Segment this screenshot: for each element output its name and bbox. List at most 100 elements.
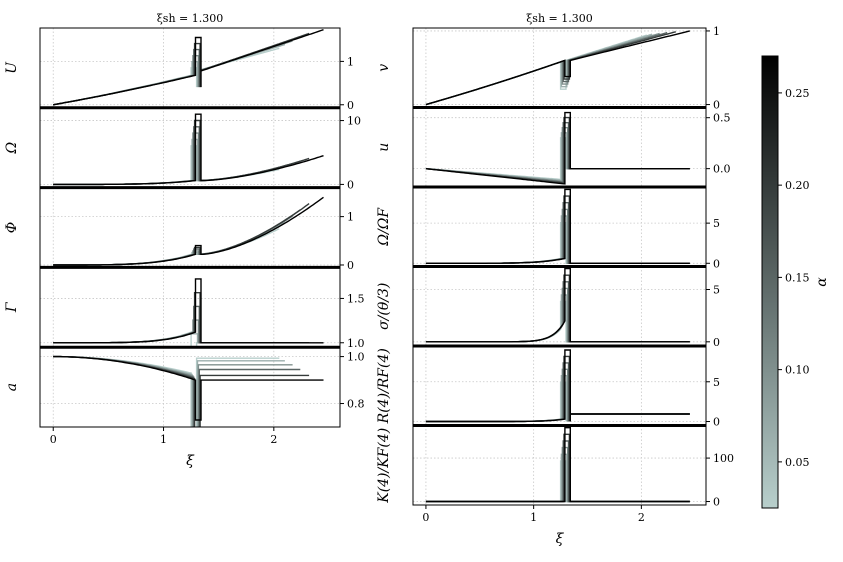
ytick-label: 1 bbox=[347, 211, 354, 224]
panel-ylabel: U bbox=[4, 61, 20, 74]
panel-ylabel: Γ bbox=[4, 301, 20, 313]
panel-ylabel: v bbox=[376, 64, 392, 72]
series-line-alpha-1 bbox=[425, 460, 690, 503]
series-line-alpha-6 bbox=[425, 267, 690, 343]
panel-ylabel: Ω bbox=[4, 142, 20, 155]
series-line-alpha-5 bbox=[425, 195, 690, 264]
xtick-label: 0 bbox=[422, 511, 429, 524]
series-line-alpha-1 bbox=[425, 300, 690, 343]
ytick-label: 5 bbox=[713, 284, 720, 297]
panel-1-1: 0 1 U bbox=[4, 27, 354, 112]
colorbar-tick-label: 0.10 bbox=[785, 364, 810, 377]
panel-2-3: 0 5 Ω/ΩF bbox=[376, 185, 720, 270]
panel-1-3: 0 1 Φ bbox=[4, 186, 354, 272]
colorbar-tick-label: 0.25 bbox=[785, 87, 810, 100]
ytick-label: 5 bbox=[713, 217, 720, 230]
x-axis-label: ξ bbox=[556, 531, 565, 547]
panel-ylabel: Φ bbox=[4, 222, 20, 233]
series-line-alpha-6 bbox=[53, 278, 324, 344]
panel-1-4: 1.0 1.5 Γ bbox=[4, 265, 365, 350]
colorbar-tick-label: 0.20 bbox=[785, 179, 810, 192]
ytick-label: 0 bbox=[713, 336, 720, 349]
series-line-alpha-4 bbox=[425, 202, 690, 264]
series-line-alpha-4 bbox=[425, 362, 690, 423]
series-line-alpha-1 bbox=[425, 222, 690, 264]
series-line-alpha-5 bbox=[425, 355, 690, 423]
ytick-label: 1.0 bbox=[347, 337, 365, 350]
panel-2-4: 0 5 σ/(θ/3) bbox=[376, 265, 720, 349]
series-line-alpha-1 bbox=[425, 381, 690, 423]
series-line-alpha-4 bbox=[53, 209, 301, 266]
colorbar-label: α bbox=[814, 277, 830, 287]
series-line-alpha-6 bbox=[425, 111, 690, 185]
series-line-alpha-6 bbox=[53, 29, 324, 106]
series-line-alpha-4 bbox=[425, 440, 690, 503]
series-line-alpha-2 bbox=[53, 221, 286, 266]
series-line-alpha-6 bbox=[425, 427, 690, 503]
ytick-label: 5 bbox=[713, 376, 720, 389]
xtick-label: 1 bbox=[160, 433, 167, 446]
panel-ylabel: Ω/ΩF bbox=[376, 207, 392, 247]
panel-ylabel: K(4)/KF(4) bbox=[376, 428, 392, 504]
ytick-label: 0 bbox=[713, 99, 720, 112]
ytick-label: 1 bbox=[347, 55, 354, 68]
ytick-label: 0 bbox=[347, 99, 354, 112]
series-line-alpha-5 bbox=[53, 203, 310, 266]
series-line-alpha-3 bbox=[425, 208, 690, 264]
series-line-alpha-3 bbox=[425, 287, 690, 343]
panel-2-5: 0 5 R(4)/RF(4) bbox=[376, 344, 720, 429]
series-line-alpha-4 bbox=[53, 126, 301, 186]
series-group bbox=[425, 427, 690, 503]
series-line-alpha-6 bbox=[53, 196, 324, 266]
series-group bbox=[425, 30, 690, 106]
series-line-alpha-3 bbox=[53, 132, 293, 186]
series-line-alpha-5 bbox=[53, 32, 310, 106]
panel-frame bbox=[39, 266, 341, 348]
panel-ylabel: σ/(θ/3) bbox=[376, 283, 392, 330]
xtick-label: 0 bbox=[50, 433, 57, 446]
series-line-alpha-4 bbox=[53, 36, 301, 106]
panel-ylabel: a bbox=[4, 383, 20, 391]
column-title: ξsh = 1.300 bbox=[526, 12, 593, 25]
series-group bbox=[425, 111, 690, 185]
series-group bbox=[425, 188, 690, 264]
series-line-alpha-2 bbox=[53, 331, 285, 344]
series-line-alpha-5 bbox=[53, 355, 310, 428]
series-group bbox=[53, 29, 324, 106]
ytick-label: 0 bbox=[713, 257, 720, 270]
series-line-alpha-5 bbox=[53, 119, 310, 186]
ytick-label: 100 bbox=[713, 452, 734, 465]
panel-1-5: 0.8 1.0 a bbox=[4, 345, 365, 428]
series-line-alpha-6 bbox=[53, 355, 324, 421]
panel-2-6: 0 100 K(4)/KF(4) bbox=[376, 424, 734, 509]
series-line-alpha-3 bbox=[53, 215, 293, 266]
panel-1-2: 0 10 Ω bbox=[4, 106, 361, 191]
series-line-alpha-6 bbox=[425, 30, 690, 106]
panel-frame bbox=[39, 346, 341, 428]
series-line-alpha-2 bbox=[425, 294, 690, 343]
series-group bbox=[425, 267, 690, 343]
series-group bbox=[53, 355, 324, 428]
chart-column-1: ξsh = 1.300 0 1 U 0 10 Ω 0 1 Φ 1.0 1.5 Γ 0.8 1.0 a 0 1 2 ξ bbox=[4, 12, 365, 469]
series-line-alpha-6 bbox=[425, 349, 690, 423]
panel-ylabel: u bbox=[376, 143, 392, 152]
xtick-label: 2 bbox=[638, 511, 645, 524]
panel-ylabel: R(4)/RF(4) bbox=[376, 348, 392, 424]
ytick-label: 0 bbox=[713, 416, 720, 429]
chart-column-2: ξsh = 1.300 0 1 v 0.0 0.5 u 0 5 Ω/ΩF 0 5 σ/(θ/3) 0 5 R(… bbox=[376, 12, 734, 547]
panel-frame bbox=[39, 107, 341, 189]
series-line-alpha-2 bbox=[425, 453, 690, 503]
x-axis-label: ξ bbox=[186, 453, 195, 469]
colorbar: 0.05 0.10 0.15 0.20 0.25 α bbox=[761, 55, 830, 509]
ytick-label: 0 bbox=[347, 178, 354, 191]
series-group bbox=[53, 278, 324, 348]
series-group bbox=[53, 196, 324, 266]
colorbar-tick-label: 0.05 bbox=[785, 456, 810, 469]
series-line-alpha-2 bbox=[53, 138, 286, 186]
panel-frame bbox=[412, 107, 707, 188]
panel-frame bbox=[412, 266, 707, 347]
series-group bbox=[53, 113, 324, 186]
ytick-label: 0 bbox=[347, 259, 354, 272]
panel-frame bbox=[412, 186, 707, 267]
